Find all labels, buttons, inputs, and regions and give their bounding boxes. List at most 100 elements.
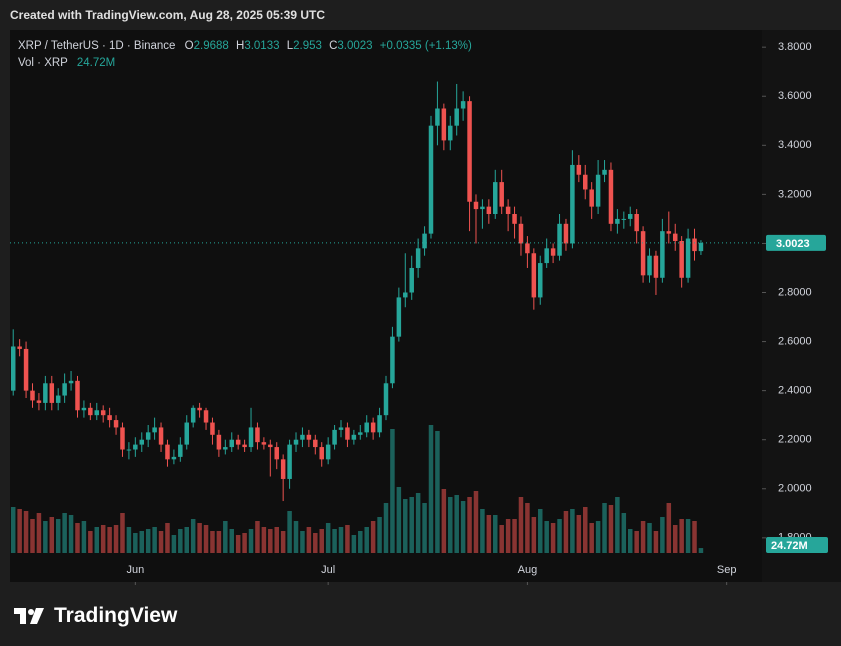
volume-bar <box>692 521 697 553</box>
candle-body <box>351 434 357 440</box>
candle-body <box>692 238 697 252</box>
candle-body <box>255 427 260 443</box>
volume-bar <box>454 495 459 553</box>
volume-bar <box>538 509 543 553</box>
candle-body <box>493 182 498 214</box>
candle-body <box>62 383 67 396</box>
volume-bar <box>178 529 183 553</box>
volume-bar <box>582 507 588 553</box>
volume-bar <box>634 531 639 553</box>
candle-body <box>274 447 279 460</box>
volume-bar <box>396 487 402 553</box>
volume-bar <box>512 519 517 553</box>
candle-body <box>467 101 472 202</box>
candle-body <box>666 231 672 234</box>
volume-bar <box>647 523 652 553</box>
y-tick-label: 2.8000 <box>778 286 812 298</box>
candle-body <box>94 410 100 416</box>
volume-bar <box>627 529 633 553</box>
volume-bar <box>126 527 132 553</box>
volume-bar <box>280 531 286 553</box>
volume-bar <box>550 523 556 553</box>
x-tick-label: Aug <box>518 564 538 576</box>
candle-body <box>75 380 80 411</box>
volume-bar <box>660 517 665 553</box>
volume-bar <box>313 533 318 553</box>
candle-body <box>640 231 646 276</box>
candle-body <box>229 439 234 448</box>
volume-bar <box>165 523 170 553</box>
volume-bar <box>685 519 691 553</box>
candle-body <box>306 434 312 440</box>
candle-body <box>621 218 627 220</box>
candle-body <box>364 422 369 433</box>
volume-row: Vol · XRP 24.72M <box>18 55 476 72</box>
candle-body <box>55 395 61 403</box>
volume-bar <box>171 535 177 553</box>
volume-bar <box>68 515 74 553</box>
volume-bar <box>415 493 421 553</box>
volume-bar <box>100 525 106 553</box>
candle-body <box>525 243 530 254</box>
volume-bar <box>36 513 42 553</box>
candle-body <box>415 248 421 268</box>
candle-body <box>216 434 222 450</box>
candle-body <box>615 218 620 224</box>
volume-bar <box>235 535 241 553</box>
candle-body <box>242 444 247 448</box>
l-value: 2.953 <box>293 40 322 52</box>
candle-body <box>544 248 549 264</box>
symbol: XRP / TetherUS · 1D · Binance <box>18 40 176 52</box>
o-value: 2.9688 <box>193 40 229 52</box>
candle-body <box>563 223 569 244</box>
candle-body <box>409 267 414 293</box>
symbol-row: XRP / TetherUS · 1D · Binance O2.9688 H3… <box>18 38 476 55</box>
volume-bar <box>666 503 672 553</box>
y-tick-label: 3.6000 <box>778 90 812 102</box>
last-price-label: 3.0023 <box>776 238 810 250</box>
legend: XRP / TetherUS · 1D · Binance O2.9688 H3… <box>18 38 476 72</box>
volume-bar <box>351 535 357 553</box>
volume-title: Vol · XRP <box>18 57 68 69</box>
volume-value: 24.72M <box>76 57 116 69</box>
volume-bar <box>332 529 337 553</box>
volume-bar <box>152 527 157 553</box>
candle-body <box>223 447 228 450</box>
h-label: H <box>236 40 245 52</box>
candle-body <box>531 253 537 298</box>
l-label: L <box>286 40 294 52</box>
last-volume-label: 24.72M <box>771 540 808 552</box>
last-volume-box <box>766 537 828 553</box>
candle-body <box>332 429 337 445</box>
volume-bar <box>23 511 29 553</box>
volume-bar <box>145 529 151 553</box>
brand-logo <box>14 608 44 624</box>
c-value: 3.0023 <box>337 40 373 52</box>
candle-body <box>280 459 286 479</box>
volume-bar <box>570 509 575 553</box>
volume-bar <box>274 527 279 553</box>
candle-body <box>448 125 453 141</box>
volume-bar <box>203 525 209 553</box>
volume-bar <box>120 513 125 553</box>
candle-body <box>538 263 543 298</box>
x-tick-label: Sep <box>717 564 737 576</box>
brand-name: TradingView <box>54 604 178 627</box>
y-tick-label: 3.2000 <box>778 188 812 200</box>
y-tick-label: 2.4000 <box>778 385 812 397</box>
candle-body <box>325 444 331 460</box>
candle-body <box>113 420 119 428</box>
volume-bar <box>133 533 138 553</box>
h-value: 3.0133 <box>244 40 280 52</box>
volume-bar <box>615 497 620 553</box>
candle-body <box>499 182 504 207</box>
candle-body <box>319 447 324 460</box>
volume-bar <box>589 523 594 553</box>
volume-bar <box>390 429 395 553</box>
volume-bar <box>370 521 376 553</box>
volume-bar <box>563 511 569 553</box>
brand: TradingView <box>14 604 177 628</box>
volume-bar <box>190 519 196 553</box>
volume-bar <box>518 497 524 553</box>
